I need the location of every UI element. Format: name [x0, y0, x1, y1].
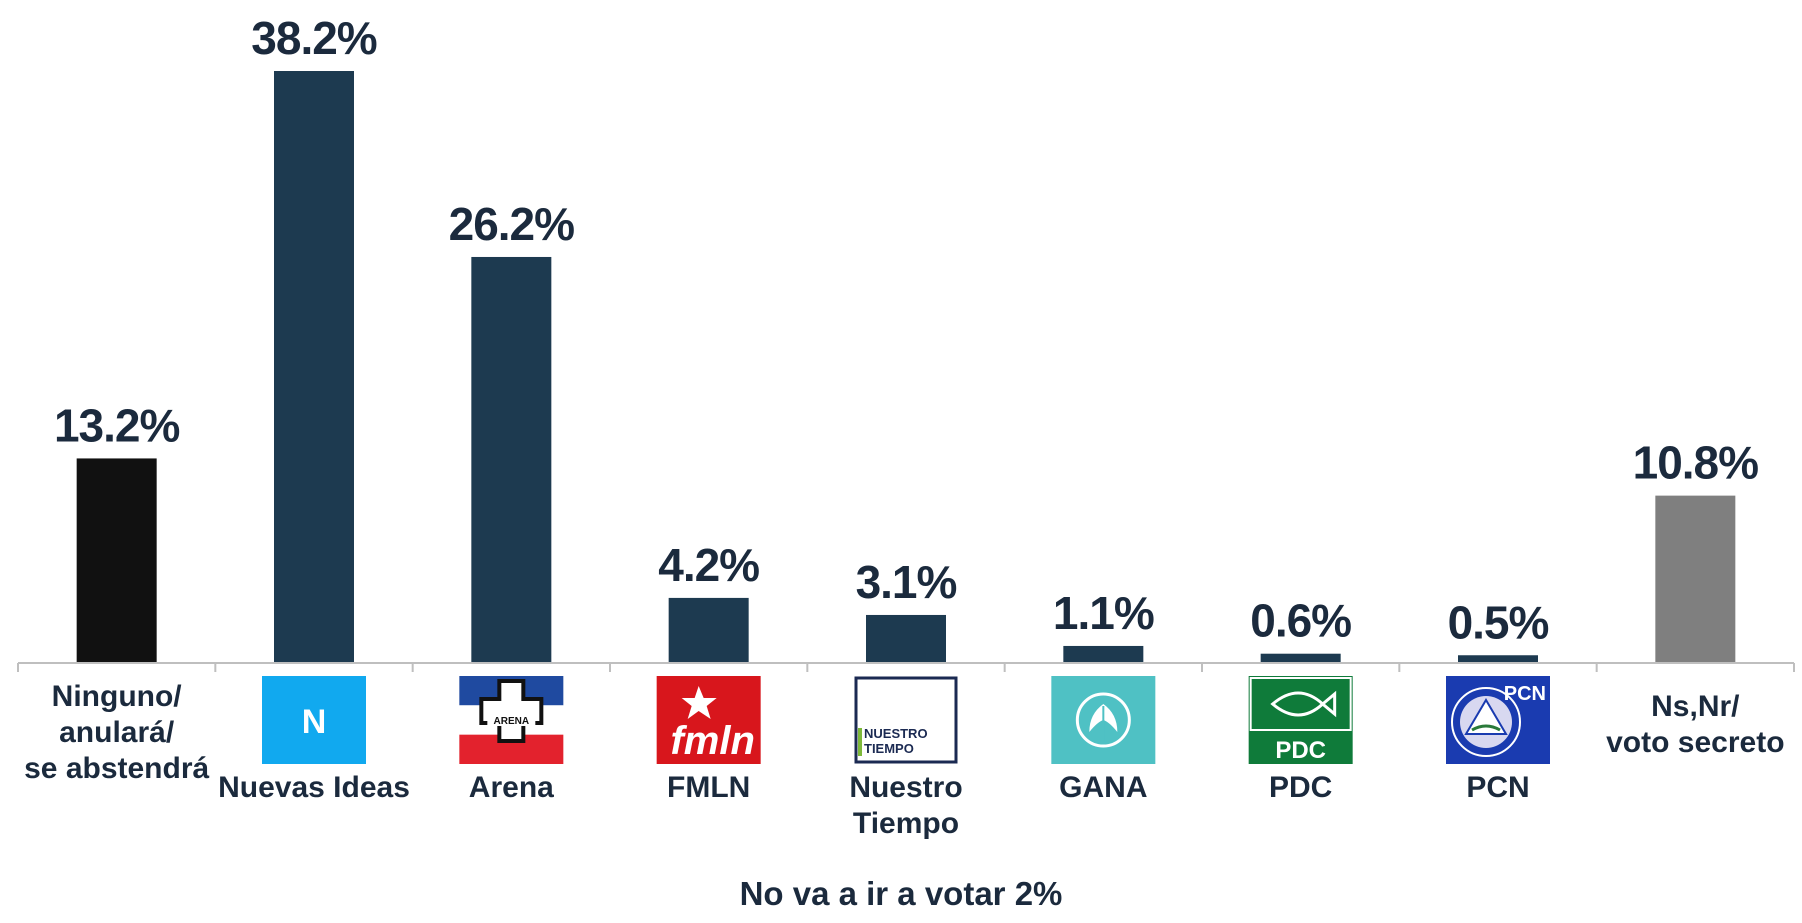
category-label: PCN	[1466, 771, 1529, 804]
category-label: Nuevas Ideas	[218, 771, 410, 804]
svg-text:fmln: fmln	[670, 719, 754, 763]
svg-text:ARENA: ARENA	[494, 716, 530, 727]
value-label: 0.5%	[1448, 596, 1549, 648]
bar	[1063, 645, 1144, 663]
arena-logo-icon: ARENA	[459, 676, 564, 764]
bar	[1260, 653, 1341, 663]
value-label: 3.1%	[856, 556, 957, 608]
svg-text:PDC: PDC	[1275, 737, 1326, 764]
value-label: 1.1%	[1053, 587, 1154, 639]
value-labels-group: 13.2% 38.2% 26.2% 4.2% 3.1% 1.1% 0.6% 0.5% 10.8%	[54, 12, 1759, 648]
value-label: 10.8%	[1633, 437, 1759, 489]
value-label: 26.2%	[449, 198, 575, 250]
pcn-logo-icon: PCN	[1446, 676, 1550, 764]
bar	[866, 614, 946, 663]
svg-text:N: N	[302, 703, 327, 741]
category-label: FMLN	[667, 771, 750, 804]
bar	[1458, 655, 1538, 663]
value-label: 4.2%	[658, 539, 759, 591]
x-axis	[17, 662, 1795, 672]
footnote-text: No va a ir a votar 2%	[740, 875, 1063, 912]
bar	[1655, 495, 1736, 663]
category-label: Ns,Nr/voto secreto	[1606, 690, 1784, 759]
category-label: PDC	[1269, 771, 1332, 804]
category-label: Nuestro Tiempo	[849, 771, 962, 840]
category-label: GANA	[1059, 771, 1147, 804]
value-label: 38.2%	[251, 12, 377, 64]
bar	[471, 256, 552, 663]
category-label: Arena	[469, 771, 554, 804]
category-labels-group: Ninguno/anulará/se abstendrá Nuevas Ideas…	[24, 680, 1784, 840]
svg-text:TIEMPO: TIEMPO	[864, 741, 914, 756]
gana-logo-icon	[1051, 676, 1156, 764]
bars-group	[76, 71, 1736, 663]
category-label: Ninguno/anulará/se abstendrá	[24, 680, 209, 785]
fmln-logo-icon: fmln	[656, 676, 761, 764]
svg-text:NUESTRO: NUESTRO	[864, 726, 928, 741]
svg-text:PCN: PCN	[1504, 683, 1546, 705]
pdc-logo-icon: PDC	[1248, 676, 1353, 764]
value-label: 0.6%	[1250, 595, 1351, 647]
bar	[274, 71, 354, 663]
nuevas-ideas-logo-icon: N	[262, 676, 366, 764]
value-label: 13.2%	[54, 399, 180, 451]
bar	[668, 597, 749, 663]
bar	[76, 458, 157, 663]
